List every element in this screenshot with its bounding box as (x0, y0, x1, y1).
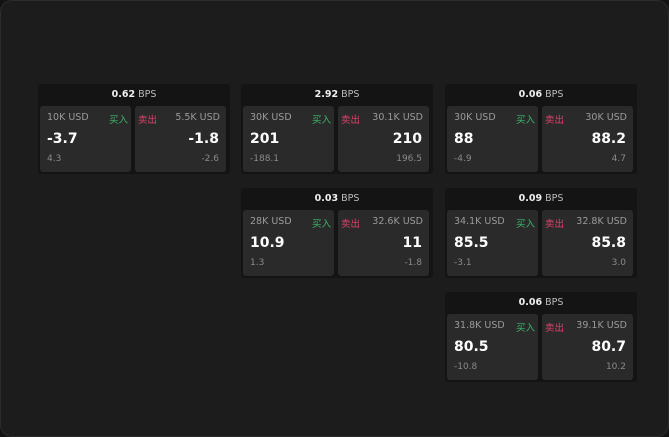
ask-card[interactable]: 30K USD 卖出 88.2 4.7 (542, 106, 633, 172)
quote-panel: 0.06 BPS 30K USD 买入 88 -4.9 30K USD 卖出 88… (445, 84, 637, 174)
bid-size: 34.1K USD (454, 216, 505, 227)
ask-change: 4.7 (611, 154, 626, 164)
sell-label: 卖出 (545, 323, 565, 334)
ask-price: 88.2 (591, 131, 626, 147)
bid-card[interactable]: 10K USD 买入 -3.7 4.3 (40, 106, 131, 172)
bid-size: 28K USD (250, 216, 292, 227)
ask-price: 11 (402, 235, 422, 251)
bid-price: 10.9 (250, 235, 285, 251)
bid-change: -188.1 (250, 154, 280, 164)
ask-size: 5.5K USD (175, 112, 220, 123)
bid-change: -4.9 (454, 154, 472, 164)
bid-card[interactable]: 30K USD 买入 88 -4.9 (447, 106, 538, 172)
ask-change: -2.6 (201, 154, 219, 164)
ask-size: 32.6K USD (372, 216, 423, 227)
buy-label: 买入 (311, 115, 331, 126)
quote-panel: 0.62 BPS 10K USD 买入 -3.7 4.3 5.5K USD 卖出 … (38, 84, 230, 174)
spread-header: 0.03 BPS (241, 188, 433, 209)
spread-unit: BPS (138, 89, 157, 100)
buy-label: 买入 (311, 219, 331, 230)
buy-label: 买入 (515, 219, 535, 230)
spread-unit: BPS (341, 89, 360, 100)
ask-size: 30K USD (585, 112, 627, 123)
spread-unit: BPS (341, 193, 360, 204)
spread-header: 2.92 BPS (241, 84, 433, 105)
bid-card[interactable]: 34.1K USD 买入 85.5 -3.1 (447, 210, 538, 276)
sell-label: 卖出 (341, 115, 361, 126)
bid-change: -3.1 (454, 258, 472, 268)
ask-card[interactable]: 32.8K USD 卖出 85.8 3.0 (542, 210, 633, 276)
ask-card[interactable]: 5.5K USD 卖出 -1.8 -2.6 (135, 106, 226, 172)
bid-price: 88 (454, 131, 474, 147)
sell-label: 卖出 (545, 115, 565, 126)
bid-price: 201 (250, 131, 280, 147)
spread-header: 0.09 BPS (445, 188, 637, 209)
quote-panel: 0.06 BPS 31.8K USD 买入 80.5 -10.8 39.1K US… (445, 292, 637, 382)
quote-panel: 2.92 BPS 30K USD 买入 201 -188.1 30.1K USD … (241, 84, 433, 174)
bid-card[interactable]: 31.8K USD 买入 80.5 -10.8 (447, 314, 538, 380)
bid-change: -10.8 (454, 362, 478, 372)
sell-label: 卖出 (545, 219, 565, 230)
bid-price: 80.5 (454, 339, 489, 355)
ask-size: 39.1K USD (576, 320, 627, 331)
bid-size: 10K USD (47, 112, 89, 123)
buy-label: 买入 (515, 115, 535, 126)
bid-price: -3.7 (47, 131, 78, 147)
quote-panel: 0.03 BPS 28K USD 买入 10.9 1.3 32.6K USD 卖出… (241, 188, 433, 278)
bid-card[interactable]: 28K USD 买入 10.9 1.3 (243, 210, 334, 276)
ask-change: -1.8 (404, 258, 422, 268)
bid-price: 85.5 (454, 235, 489, 251)
sell-label: 卖出 (138, 115, 158, 126)
buy-label: 买入 (108, 115, 128, 126)
spread-value: 0.62 (111, 89, 136, 100)
bid-change: 1.3 (250, 258, 265, 268)
spread-unit: BPS (545, 89, 564, 100)
spread-header: 0.06 BPS (445, 84, 637, 105)
ask-change: 196.5 (396, 154, 422, 164)
ask-price: -1.8 (188, 131, 219, 147)
spread-header: 0.62 BPS (38, 84, 230, 105)
ask-change: 3.0 (611, 258, 626, 268)
ask-change: 10.2 (605, 362, 626, 372)
ask-price: 210 (392, 131, 422, 147)
spread-value: 2.92 (314, 89, 339, 100)
spread-value: 0.09 (518, 193, 543, 204)
sell-label: 卖出 (341, 219, 361, 230)
bid-change: 4.3 (47, 154, 62, 164)
spread-header: 0.06 BPS (445, 292, 637, 313)
spread-value: 0.06 (518, 89, 543, 100)
quote-panel: 0.09 BPS 34.1K USD 买入 85.5 -3.1 32.8K USD… (445, 188, 637, 278)
spread-value: 0.03 (314, 193, 339, 204)
spread-value: 0.06 (518, 297, 543, 308)
ask-price: 80.7 (591, 339, 626, 355)
spread-unit: BPS (545, 193, 564, 204)
ask-card[interactable]: 39.1K USD 卖出 80.7 10.2 (542, 314, 633, 380)
bid-size: 31.8K USD (454, 320, 505, 331)
bid-size: 30K USD (454, 112, 496, 123)
buy-label: 买入 (515, 323, 535, 334)
bid-card[interactable]: 30K USD 买入 201 -188.1 (243, 106, 334, 172)
ask-size: 32.8K USD (576, 216, 627, 227)
bid-size: 30K USD (250, 112, 292, 123)
ask-card[interactable]: 30.1K USD 卖出 210 196.5 (338, 106, 429, 172)
ask-price: 85.8 (591, 235, 626, 251)
spread-unit: BPS (545, 297, 564, 308)
ask-card[interactable]: 32.6K USD 卖出 11 -1.8 (338, 210, 429, 276)
ask-size: 30.1K USD (372, 112, 423, 123)
